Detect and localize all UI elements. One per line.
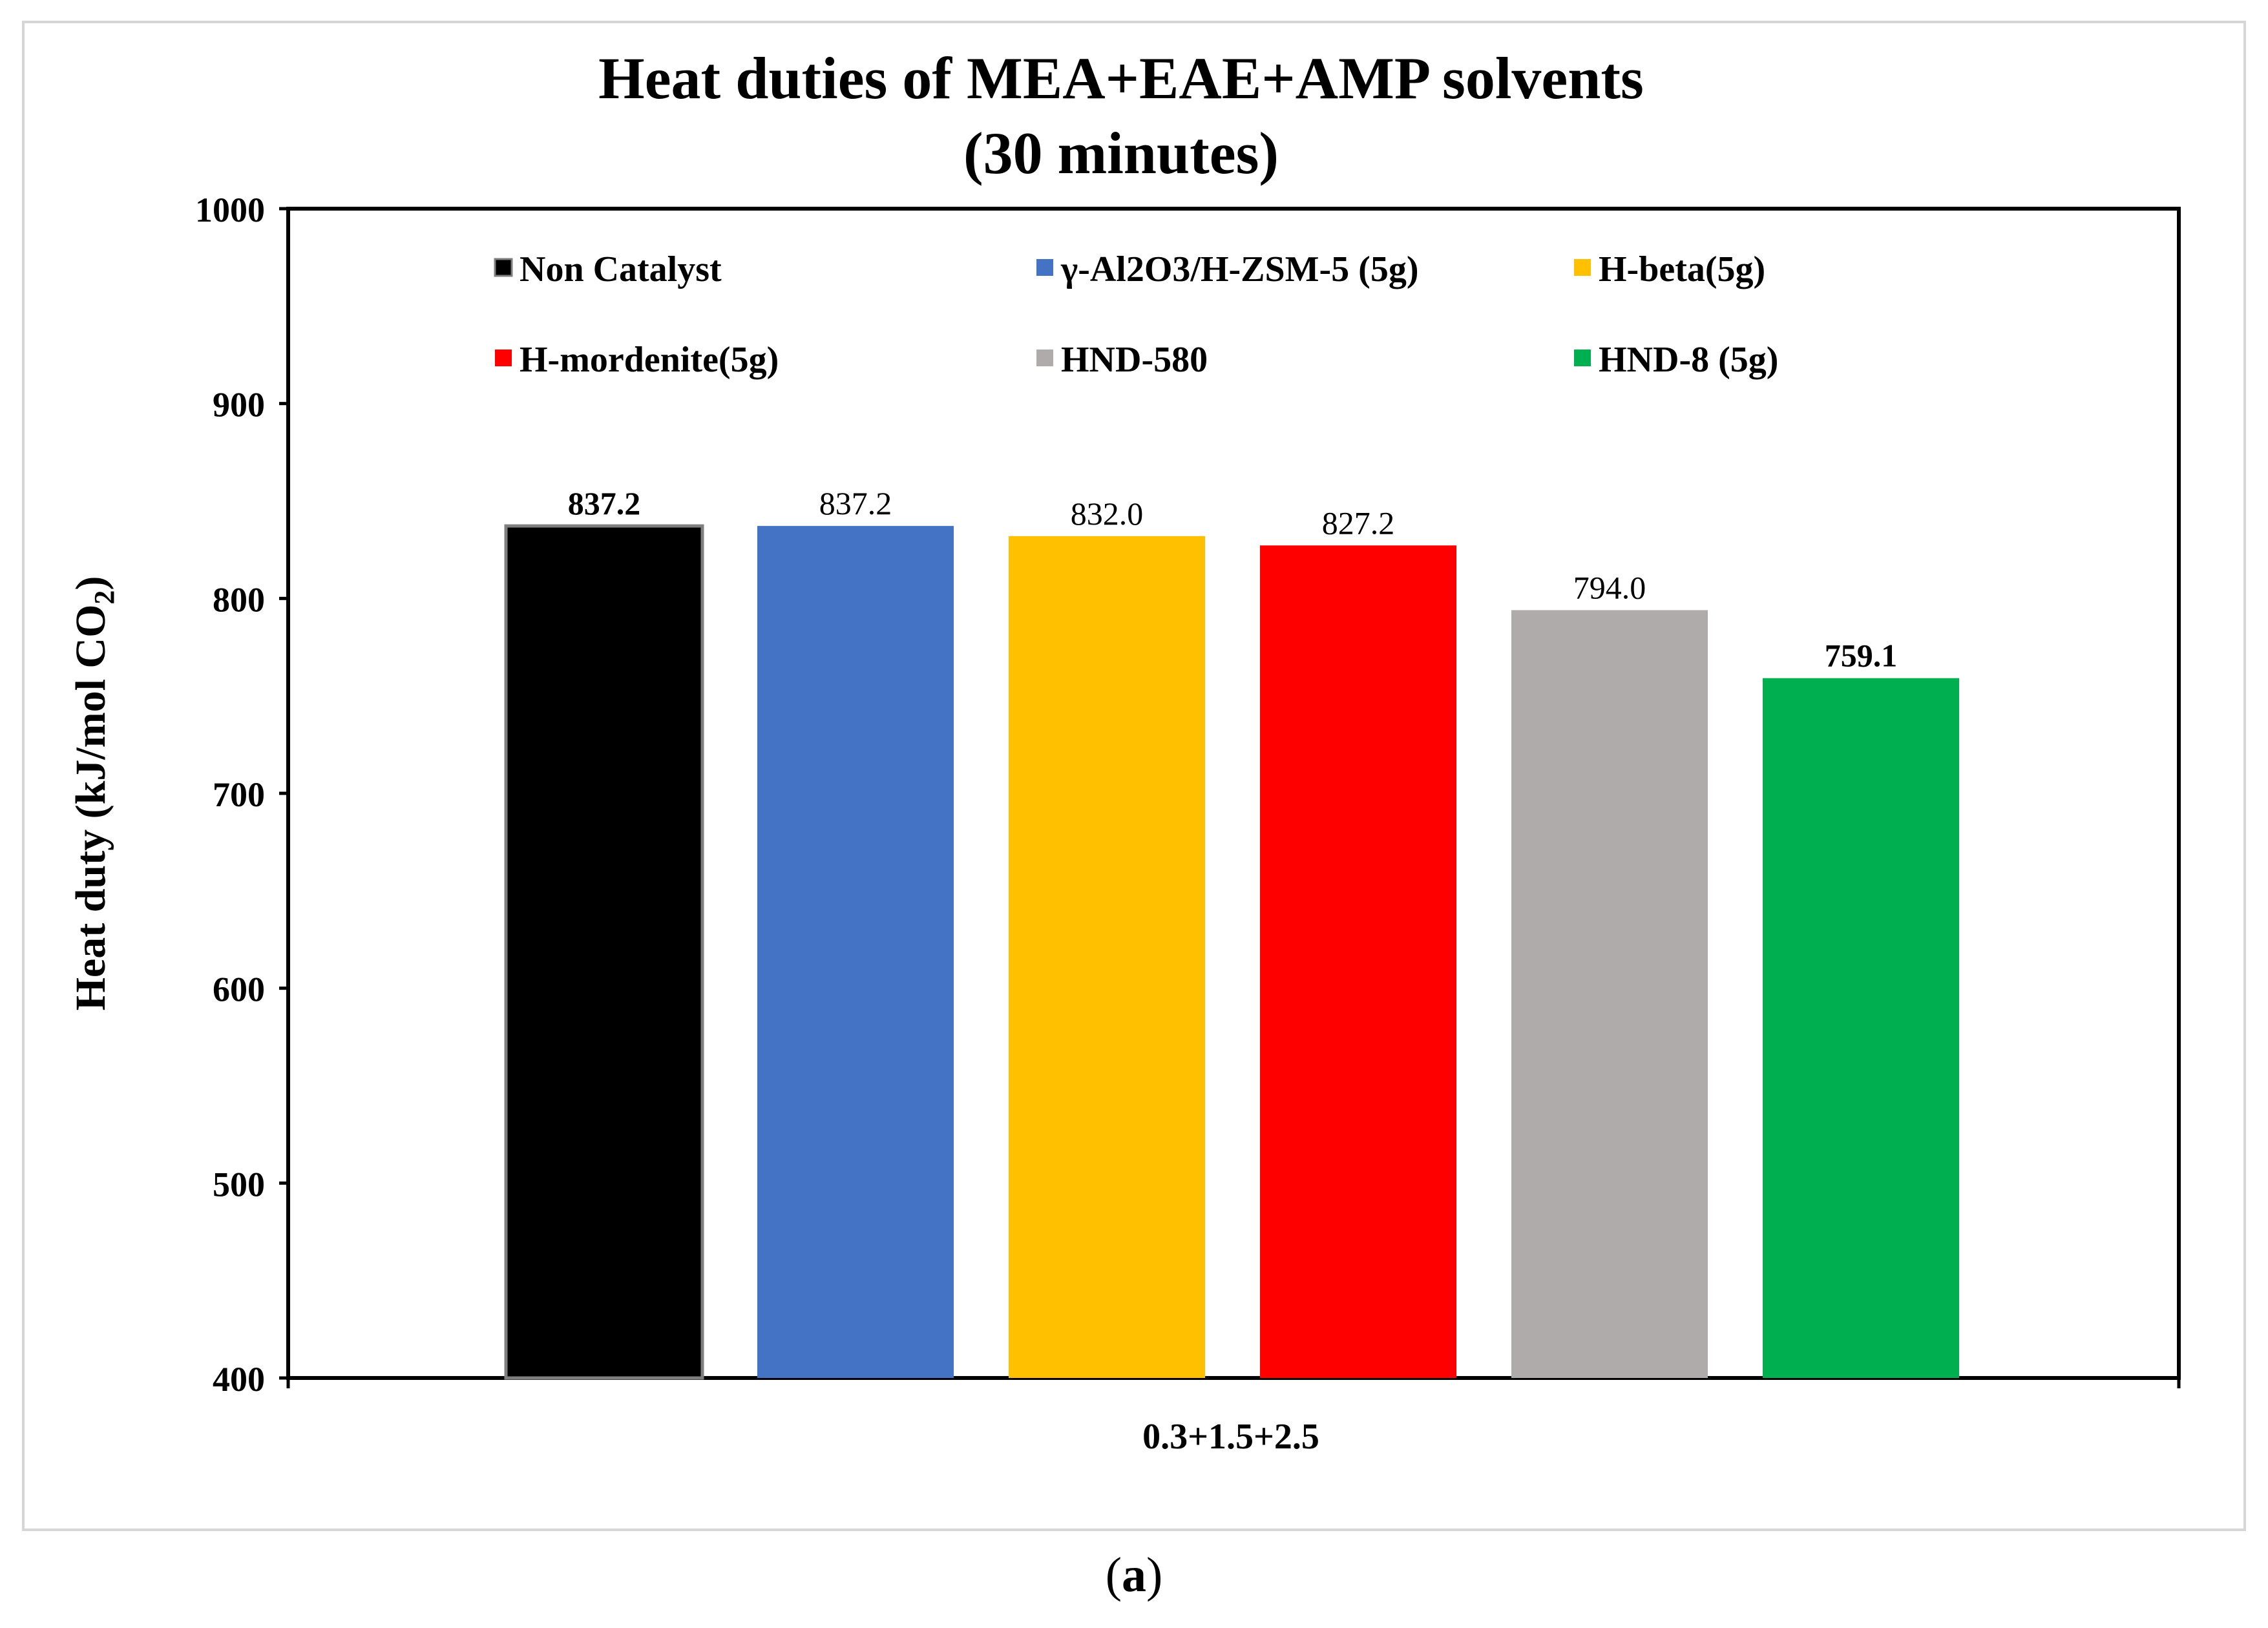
legend-swatch: [495, 350, 512, 366]
bar-5: [1511, 610, 1708, 1378]
y-tick-label: 500: [213, 1165, 265, 1204]
bar-value-label: 827.2: [1322, 505, 1395, 541]
legend-swatch: [494, 258, 513, 277]
legend-label: HND-8 (5g): [1599, 340, 1778, 380]
bar-value-label: 837.2: [819, 485, 892, 521]
caption-close: ): [1146, 1548, 1163, 1602]
x-axis-category-label: 0.3+1.5+2.5: [1142, 1417, 1319, 1457]
y-axis-label: Heat duty (kJ/mol CO2): [67, 576, 120, 1011]
y-tick-label: 700: [213, 775, 265, 814]
y-axis-label-close: ): [67, 576, 114, 590]
bar-1: [504, 524, 704, 1380]
bar-value-label: 837.2: [568, 485, 641, 521]
caption-letter: a: [1122, 1548, 1146, 1602]
y-axis-label-text: Heat duty (kJ/mol CO: [67, 605, 114, 1011]
figure-caption: (a): [0, 1547, 2268, 1603]
legend: Non Catalyst γ-Al2O3/H-ZSM-5 (5g) H-beta(5…: [494, 249, 1778, 380]
legend-swatch: [1036, 350, 1053, 366]
bar-3: [1009, 536, 1205, 1378]
legend-swatch: [1574, 259, 1591, 276]
y-tick-label: 800: [213, 580, 265, 619]
legend-label: HND-580: [1061, 340, 1208, 380]
bar-2: [757, 526, 954, 1379]
bar-4: [1260, 545, 1456, 1378]
legend-label: γ-Al2O3/H-ZSM-5 (5g): [1060, 249, 1418, 289]
chart-subtitle: (30 minutes): [963, 120, 1279, 186]
legend-swatch: [1036, 259, 1053, 276]
bar-value-label: 759.1: [1825, 638, 1898, 674]
y-axis-label-subscript: 2: [89, 590, 120, 605]
legend-label: H-mordenite(5g): [520, 340, 779, 380]
y-tick-label: 1000: [195, 191, 265, 229]
bar-value-label: 832.0: [1071, 496, 1144, 532]
legend-label: Non Catalyst: [520, 249, 722, 289]
legend-swatch: [1574, 350, 1591, 366]
y-tick-label: 900: [213, 386, 265, 424]
y-axis: 400 500 600 700 800 900 1000: [195, 191, 2181, 1399]
bar-series: 837.2 837.2 832.0 827.2 794.0 759.1: [504, 485, 1959, 1380]
chart-title: Heat duties of MEA+EAE+AMP solvents: [598, 45, 1644, 111]
y-tick-label: 400: [213, 1360, 265, 1399]
caption-open: (: [1105, 1548, 1122, 1602]
legend-label: H-beta(5g): [1599, 249, 1765, 289]
y-tick-label: 600: [213, 970, 265, 1009]
bar-value-label: 794.0: [1573, 569, 1646, 605]
bar-6: [1763, 678, 1959, 1378]
